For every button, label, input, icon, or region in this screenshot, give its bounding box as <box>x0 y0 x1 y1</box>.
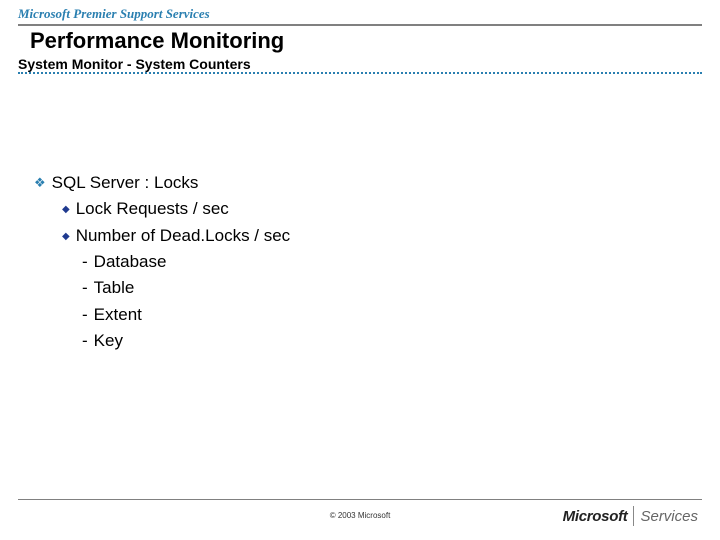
diamond-solid-icon: ◆ <box>62 229 70 245</box>
bullet-text: Extent <box>94 302 142 328</box>
bullet-level3: - Database <box>82 249 690 275</box>
footer-rule <box>18 499 702 500</box>
logo-microsoft: Microsoft <box>563 508 628 525</box>
diamond-solid-icon: ◆ <box>62 202 70 218</box>
bullet-level2: ◆ Lock Requests / sec <box>62 196 690 222</box>
logo-separator-icon <box>633 506 634 526</box>
dash-icon: - <box>82 328 88 354</box>
bullet-text: Database <box>94 249 167 275</box>
dash-icon: - <box>82 249 88 275</box>
footer-logo: Microsoft Services <box>563 506 698 526</box>
bullet-text: Lock Requests / sec <box>76 196 229 222</box>
bullet-text: Table <box>94 275 135 301</box>
slide: Microsoft Premier Support Services Perfo… <box>0 0 720 540</box>
dash-icon: - <box>82 302 88 328</box>
bullet-level1: ❖ SQL Server : Locks <box>34 170 690 196</box>
content-area: ❖ SQL Server : Locks ◆ Lock Requests / s… <box>34 170 690 354</box>
diamond-outline-icon: ❖ <box>34 173 46 193</box>
logo-services: Services <box>640 508 698 525</box>
bullet-text: SQL Server : Locks <box>52 170 199 196</box>
dash-icon: - <box>82 275 88 301</box>
bullet-level3: - Key <box>82 328 690 354</box>
bullet-level3: - Table <box>82 275 690 301</box>
bullet-level2: ◆ Number of Dead.Locks / sec <box>62 223 690 249</box>
brand-line: Microsoft Premier Support Services <box>18 6 702 22</box>
page-title: Performance Monitoring <box>30 28 284 54</box>
brand-rule <box>18 24 702 26</box>
bullet-text: Number of Dead.Locks / sec <box>76 223 290 249</box>
bullet-text: Key <box>94 328 123 354</box>
dotted-rule <box>18 72 702 74</box>
header: Microsoft Premier Support Services <box>18 6 702 26</box>
bullet-level3: - Extent <box>82 302 690 328</box>
page-subtitle: System Monitor - System Counters <box>18 56 251 72</box>
